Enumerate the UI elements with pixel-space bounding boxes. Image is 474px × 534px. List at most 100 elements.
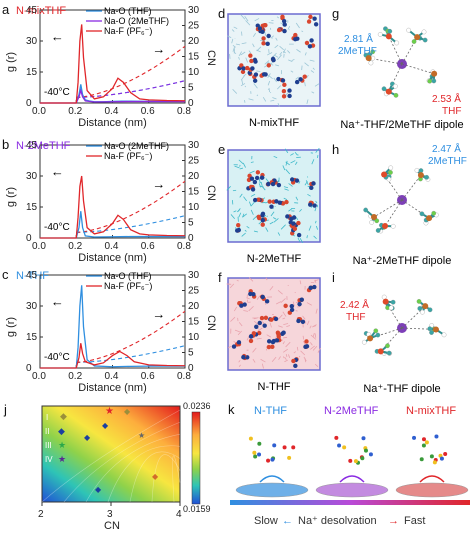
- solvation-atom: [337, 443, 342, 448]
- rdf-series-line: [40, 211, 185, 239]
- solvent-stick: [287, 50, 291, 54]
- solvent-stick: [239, 193, 243, 198]
- solvent-stick: [236, 279, 239, 282]
- contour-line: [63, 421, 181, 503]
- x-tick-label: 0.4: [105, 106, 119, 117]
- solvent-stick: [258, 183, 262, 188]
- x-tick-label: 0.6: [141, 106, 155, 117]
- solvent-stick: [295, 76, 299, 80]
- solvent-stick: [283, 48, 286, 54]
- ion-atom: [280, 201, 286, 206]
- solvent-stick: [250, 193, 256, 197]
- contour-line: [129, 451, 181, 503]
- ion-atom: [274, 199, 279, 204]
- x-tick-label: 0.2: [68, 371, 82, 382]
- solvent-stick: [283, 323, 289, 326]
- solvent-stick: [233, 26, 238, 30]
- ion-atom: [262, 323, 267, 328]
- solvent-stick: [278, 325, 283, 328]
- snapshot-caption-e: N-2MeTHF: [247, 253, 302, 265]
- solvent-stick: [266, 334, 272, 338]
- ion-atom: [250, 66, 255, 71]
- atom: [388, 170, 393, 175]
- ion-atom: [289, 307, 295, 313]
- ion-atom: [284, 199, 289, 205]
- solvation-atom: [334, 435, 339, 440]
- solvent-stick: [250, 209, 254, 215]
- solvent-stick: [242, 162, 246, 168]
- solvent-stick: [272, 97, 277, 100]
- arrow-right-icon: →: [152, 306, 165, 321]
- solvent-label: THF: [346, 312, 365, 323]
- diamond-marker-icon: ◆: [124, 407, 131, 416]
- colorbar-max-label: 0.0236: [183, 401, 211, 411]
- x-tick-label: 0.6: [141, 371, 155, 382]
- legend-label: Na-O (THF): [104, 6, 152, 16]
- ion-atom: [261, 41, 266, 46]
- solvent-stick: [252, 43, 255, 48]
- colorbar: [191, 411, 201, 505]
- rdf-series-line: [40, 285, 185, 369]
- solvent-stick: [241, 79, 244, 85]
- solvent-stick: [290, 70, 294, 73]
- solvent-stick: [231, 38, 234, 44]
- ion-atom: [312, 16, 317, 21]
- legend-label-I: I: [46, 413, 48, 422]
- atom: [370, 49, 376, 55]
- ion-atom: [259, 175, 265, 180]
- ion-atom: [266, 63, 271, 68]
- solvent-stick: [264, 30, 267, 36]
- solvent-stick: [278, 356, 281, 360]
- ion-atom: [300, 319, 306, 324]
- atom: [427, 78, 433, 84]
- solvent-stick: [238, 212, 242, 218]
- panel-letter: b: [2, 137, 9, 152]
- solvent-stick: [245, 20, 251, 26]
- y2-tick-label: 0: [188, 233, 194, 244]
- atom: [422, 37, 428, 43]
- solvent-stick: [314, 333, 317, 338]
- legend-label: Na-O (2MeTHF): [104, 141, 169, 151]
- solvent-stick: [248, 98, 254, 101]
- ion-atom: [312, 203, 317, 208]
- solvent-stick: [279, 45, 284, 51]
- ion-atom: [266, 33, 271, 39]
- solvent-stick: [283, 197, 288, 201]
- solvation-structure: [363, 165, 439, 234]
- solvent-stick: [238, 322, 243, 327]
- ion-atom: [292, 226, 298, 232]
- molecule-cloud: [226, 277, 321, 369]
- solvent-stick: [315, 147, 320, 153]
- solvent-stick: [232, 44, 236, 48]
- atom: [416, 299, 422, 304]
- solvent-stick: [306, 99, 309, 104]
- ion-atom: [304, 339, 309, 344]
- scheme-title-nthf: N-THF: [254, 405, 287, 417]
- solvation-atom: [270, 457, 275, 462]
- legend-label-III: III: [45, 441, 52, 450]
- ion-atom: [270, 181, 276, 187]
- solvent-stick: [314, 363, 319, 367]
- ion-atom: [260, 294, 265, 300]
- ion-atom: [308, 14, 313, 20]
- ion-atom: [289, 216, 294, 221]
- solvent-stick: [299, 237, 304, 244]
- solvent-stick: [304, 357, 307, 363]
- solvent-stick: [231, 29, 235, 32]
- y2-tick-label: 25: [188, 286, 200, 297]
- rdf-series-line: [40, 24, 186, 104]
- solvent-stick: [313, 279, 319, 282]
- atom: [388, 165, 394, 171]
- solvent-stick: [277, 102, 280, 107]
- atom: [393, 93, 399, 98]
- solvation-atom: [429, 454, 434, 459]
- ion-atom: [309, 185, 314, 191]
- solvent-stick: [230, 214, 236, 220]
- x-tick-label: 0.8: [177, 371, 191, 382]
- ion-atom: [273, 316, 279, 322]
- distance-label: 2.47 Å: [432, 142, 461, 155]
- solvation-structure: [361, 294, 447, 356]
- ion-atom: [289, 303, 295, 309]
- atom: [431, 78, 437, 84]
